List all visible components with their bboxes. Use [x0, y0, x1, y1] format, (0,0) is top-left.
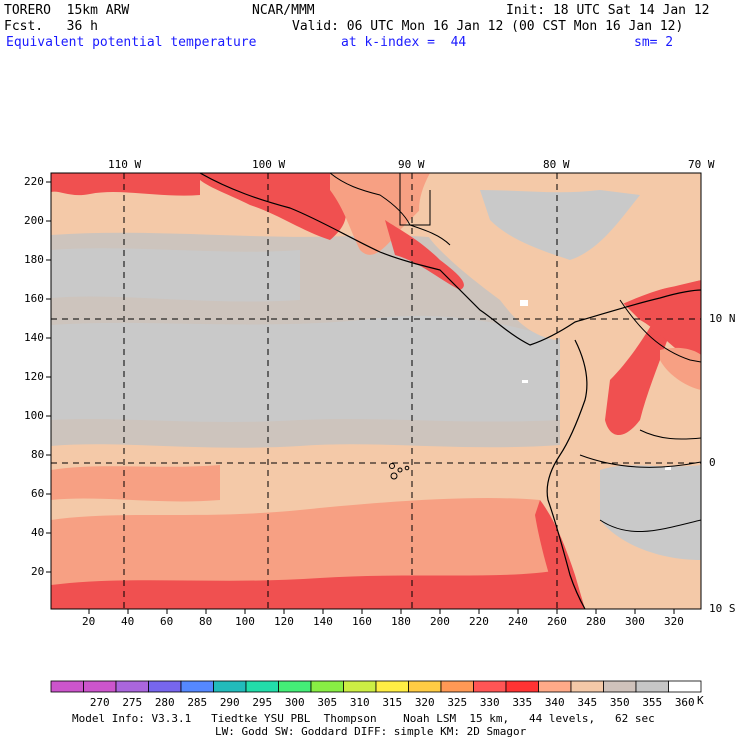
colorbar-swatch [440, 680, 474, 693]
colorbar [50, 680, 702, 693]
colorbar-swatch [213, 680, 247, 693]
y-tick: 220 [24, 175, 44, 188]
y-tick: 140 [24, 331, 44, 344]
colorbar-label: 315 [382, 696, 403, 709]
model-title: TORERO 15km ARW [4, 3, 130, 18]
colorbar-swatch [115, 680, 149, 693]
forecast-hour: Fcst. 36 h [4, 19, 98, 34]
x-tick: 140 [313, 615, 333, 628]
x-tick: 180 [391, 615, 411, 628]
colorbar-label: 330 [479, 696, 500, 709]
colorbar-label: 300 [284, 696, 305, 709]
colorbar-swatch [668, 680, 702, 693]
colorbar-swatch [245, 680, 279, 693]
y-tick: 180 [24, 253, 44, 266]
y-tick: 40 [31, 526, 45, 539]
colorbar-unit: K [697, 694, 704, 707]
colorbar-swatch [603, 680, 637, 693]
colorbar-label: 320 [414, 696, 435, 709]
x-tick: 160 [352, 615, 372, 628]
lon-label-70w: 70 W [688, 158, 715, 171]
colorbar-label: 305 [317, 696, 338, 709]
lon-label-100w: 100 W [252, 158, 286, 171]
physics-info: LW: Godd SW: Goddard DIFF: simple KM: 2D… [215, 725, 527, 738]
colorbar-swatch [50, 680, 84, 693]
x-tick: 240 [508, 615, 528, 628]
y-tick: 60 [31, 487, 45, 500]
axis-ticks [46, 181, 675, 614]
x-tick: 200 [430, 615, 450, 628]
smoothing-label: sm= 2 [634, 35, 674, 50]
map-frame [50, 172, 702, 610]
y-tick: 200 [24, 214, 44, 227]
colorbar-swatch [408, 680, 442, 693]
x-tick: 60 [160, 615, 174, 628]
lon-label-110w: 110 W [108, 158, 142, 171]
colorbar-label: 295 [252, 696, 273, 709]
lat-label-eq: 0 [709, 456, 716, 469]
colorbar-label: 280 [154, 696, 175, 709]
x-tick: 120 [274, 615, 294, 628]
lat-label-10n: 10 N [709, 312, 736, 325]
x-tick: 260 [547, 615, 567, 628]
colorbar-swatch [180, 680, 214, 693]
level-label: at k-index = 44 [341, 35, 467, 50]
x-tick: 40 [121, 615, 135, 628]
colorbar-swatch [343, 680, 377, 693]
colorbar-label: 345 [577, 696, 598, 709]
field-name: Equivalent potential temperature [6, 35, 257, 50]
x-tick: 220 [469, 615, 489, 628]
colorbar-swatch [473, 680, 507, 693]
x-tick: 300 [625, 615, 645, 628]
field-shading [51, 173, 701, 609]
lon-label-90w: 90 W [398, 158, 425, 171]
lat-label-10s: 10 S [709, 602, 736, 615]
colorbar-swatch [635, 680, 669, 693]
colorbar-label: 275 [122, 696, 143, 709]
colorbar-swatch [375, 680, 409, 693]
org-label: NCAR/MMM [252, 3, 315, 18]
colorbar-label: 310 [349, 696, 370, 709]
colorbar-label: 325 [447, 696, 468, 709]
colorbar-swatch [148, 680, 182, 693]
model-info: Model Info: V3.3.1 Tiedtke YSU PBL Thomp… [72, 712, 655, 725]
colorbar-label: 270 [89, 696, 110, 709]
lon-label-80w: 80 W [543, 158, 570, 171]
colorbar-swatch [83, 680, 117, 693]
colorbar-swatch [505, 680, 539, 693]
x-tick: 20 [82, 615, 96, 628]
x-tick: 80 [199, 615, 213, 628]
x-tick: 100 [235, 615, 255, 628]
colorbar-label: 340 [544, 696, 565, 709]
colorbar-label: 355 [642, 696, 663, 709]
colorbar-swatch [310, 680, 344, 693]
colorbar-label: 335 [512, 696, 533, 709]
valid-time: Valid: 06 UTC Mon 16 Jan 12 (00 CST Mon … [292, 19, 684, 34]
y-tick: 120 [24, 370, 44, 383]
colorbar-swatch [570, 680, 604, 693]
y-tick: 100 [24, 409, 44, 422]
colorbar-label: 350 [609, 696, 630, 709]
y-tick: 20 [31, 565, 45, 578]
colorbar-swatch [538, 680, 572, 693]
x-tick: 280 [586, 615, 606, 628]
colorbar-label: 360 [674, 696, 695, 709]
colorbar-label: 285 [187, 696, 208, 709]
colorbar-swatch [278, 680, 312, 693]
y-tick: 80 [31, 448, 45, 461]
x-tick: 320 [664, 615, 684, 628]
colorbar-label: 290 [219, 696, 240, 709]
y-tick: 160 [24, 292, 44, 305]
init-time: Init: 18 UTC Sat 14 Jan 12 [506, 3, 710, 18]
latlon-grid [51, 173, 701, 609]
